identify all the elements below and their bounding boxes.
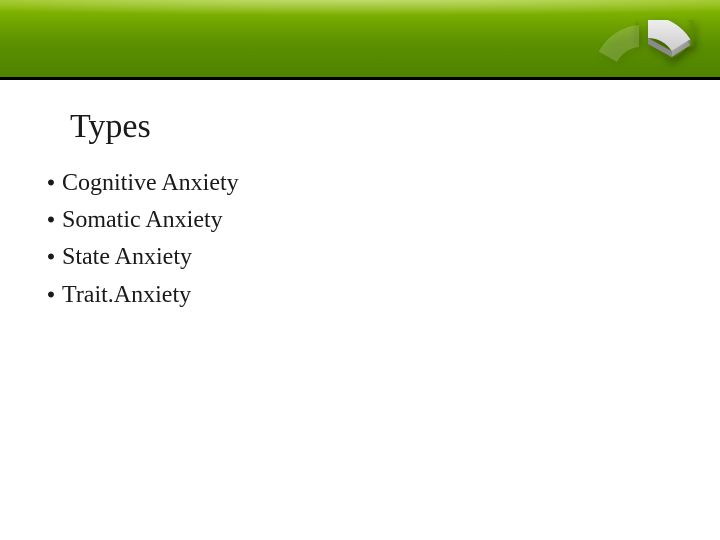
list-item-label: Trait.Anxiety [62,280,191,311]
list-item-label: Somatic Anxiety [62,205,223,236]
bullet-icon: • [40,207,62,233]
list-item: • Trait.Anxiety [40,280,239,311]
list-item-label: State Anxiety [62,242,192,273]
list-item: • State Anxiety [40,242,239,273]
bullet-icon: • [40,282,62,308]
pie-chart-icon [584,20,694,130]
slide-title: Types [70,108,151,146]
list-item-label: Cognitive Anxiety [62,168,239,199]
bullet-icon: • [40,244,62,270]
list-item: • Cognitive Anxiety [40,168,239,199]
slide: Types • Cognitive Anxiety • Somatic Anxi… [0,0,720,540]
bullet-list: • Cognitive Anxiety • Somatic Anxiety • … [40,168,239,317]
bullet-icon: • [40,170,62,196]
list-item: • Somatic Anxiety [40,205,239,236]
